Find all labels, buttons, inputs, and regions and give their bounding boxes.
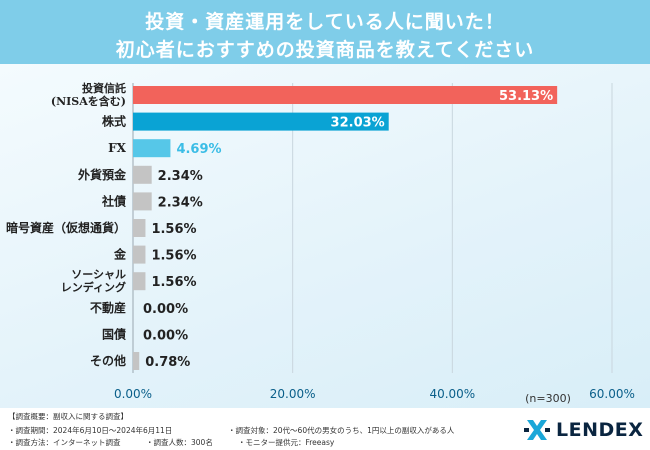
value-label: 53.13% [499, 89, 553, 104]
value-label: 32.03% [331, 116, 385, 131]
value-label: 0.00% [143, 302, 188, 317]
header-title-line1: 投資・資産運用をしている人に聞いた！ [145, 11, 505, 33]
category-label: 暗号資産（仮想通貨） [6, 220, 126, 235]
logo-text: LENDEX [556, 419, 644, 441]
value-label: 2.34% [158, 169, 203, 184]
value-label: 2.34% [158, 195, 203, 210]
survey-title: 【調査概要：副収入に関する調査】 [8, 412, 128, 421]
lendex-logo: LENDEX [524, 415, 643, 445]
survey-target: ・調査対象：20代〜60代の男女のうち、1円以上の副収入がある人 [228, 426, 455, 435]
bar [133, 352, 140, 370]
bar-chart: 0.00% 20.00% 40.00% 60.00% (n=300) 投資信託(NISAを… [6, 81, 635, 405]
header-banner: 投資・資産運用をしている人に聞いた！ 初心者におすすめの投資商品を教えてください [0, 0, 650, 64]
category-label: 国債 [102, 326, 126, 341]
x-tick-label: 20.00% [270, 387, 316, 401]
category-label: ソーシャル [71, 268, 126, 281]
category-label: レンディング [61, 280, 126, 294]
footer: 【調査概要：副収入に関する調査】 ・調査期間：2024年6月10日〜2024年6… [0, 408, 650, 450]
bar [133, 192, 152, 211]
category-label: 不動産 [90, 300, 126, 315]
category-label: FX [108, 141, 127, 155]
bar [133, 165, 152, 184]
bar [133, 112, 389, 131]
bar [133, 272, 146, 291]
category-label: 社債 [101, 193, 126, 208]
x-tick-label: 40.00% [429, 387, 475, 401]
survey-count: ・調査人数：300名 [146, 438, 213, 447]
bar [133, 86, 558, 104]
bar [133, 219, 146, 237]
bar [133, 139, 171, 158]
category-label: 外貨預金 [78, 167, 127, 182]
value-label: 1.56% [151, 222, 196, 237]
category-label: 投資信託 [82, 81, 126, 95]
value-label: 4.69% [176, 142, 221, 157]
sample-size-note: (n=300) [525, 392, 571, 405]
x-tick-label: 60.00% [589, 387, 635, 401]
value-label: 0.78% [145, 355, 190, 370]
category-label: 株式 [102, 114, 126, 129]
value-label: 1.56% [151, 275, 196, 290]
category-label: その他 [90, 353, 126, 368]
category-label: 金 [113, 247, 127, 262]
value-label: 0.00% [143, 328, 188, 343]
survey-provider: ・モニター提供元：Freeasy [238, 438, 335, 447]
lendex-x-mark-icon [524, 420, 550, 440]
survey-period: ・調査期間：2024年6月10日〜2024年6月11日 [8, 426, 173, 435]
category-label: (NISAを含む) [51, 94, 126, 108]
header-title-line2: 初心者におすすめの投資商品を教えてください [115, 39, 535, 61]
bar [133, 245, 146, 264]
x-tick-label: 0.00% [114, 387, 152, 401]
survey-method: ・調査方法：インターネット調査 [8, 438, 121, 447]
value-label: 1.56% [151, 249, 196, 264]
